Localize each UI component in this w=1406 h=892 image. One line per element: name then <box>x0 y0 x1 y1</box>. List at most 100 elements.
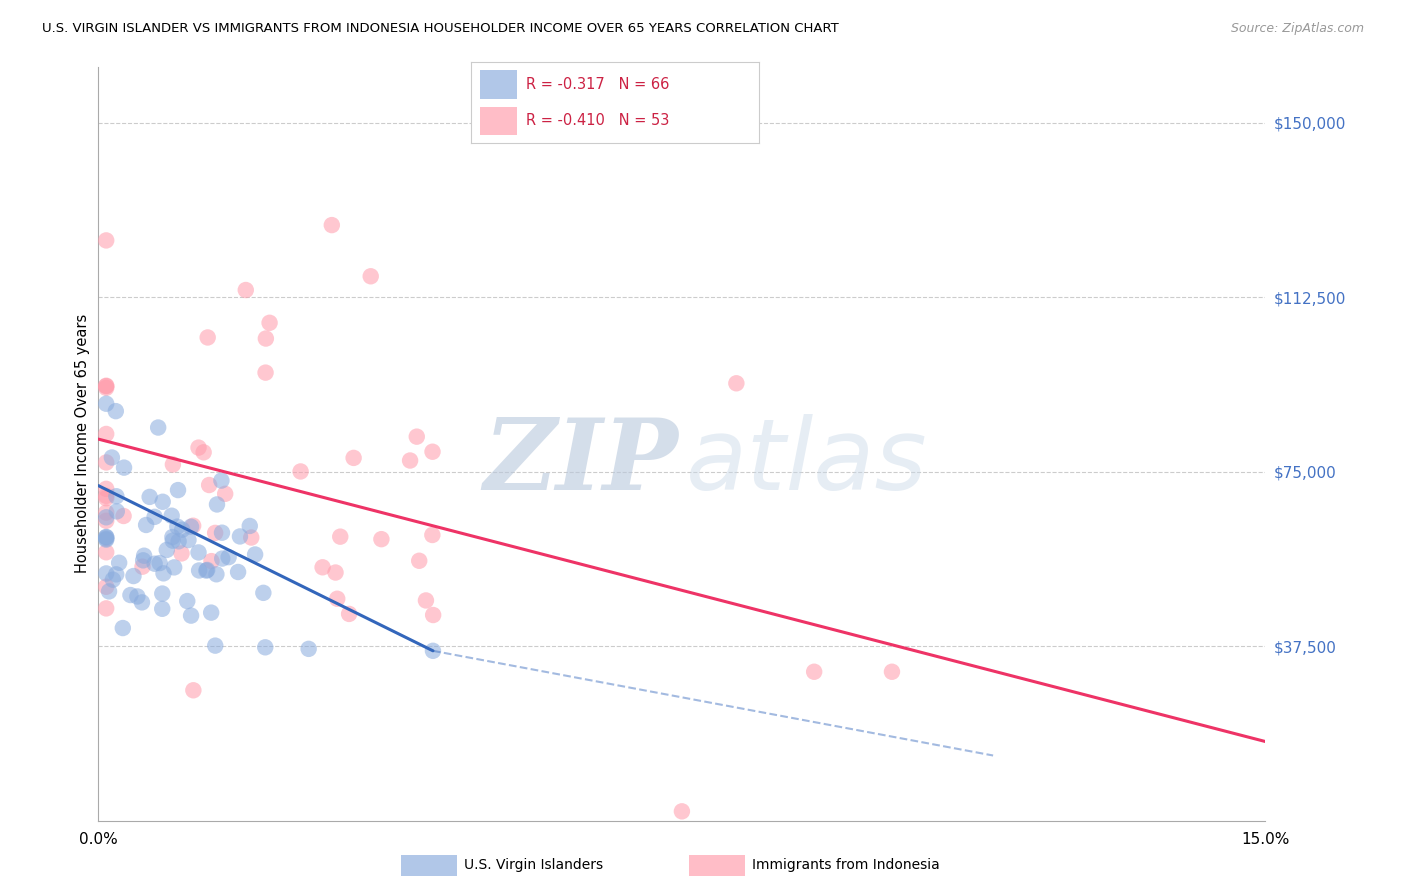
Point <box>96 514 118 528</box>
Point <box>143 557 166 571</box>
Point <box>143 509 166 524</box>
Point <box>172 523 194 537</box>
Point <box>176 594 198 608</box>
Point <box>101 450 124 465</box>
Point <box>205 567 228 582</box>
Point <box>370 532 392 546</box>
Point <box>422 607 444 622</box>
Point <box>131 559 153 574</box>
Text: R = -0.410   N = 53: R = -0.410 N = 53 <box>526 113 669 128</box>
Point <box>96 566 118 581</box>
Point <box>150 602 173 616</box>
Point <box>167 534 190 549</box>
Point <box>177 533 200 547</box>
Bar <box>479 70 517 99</box>
Point <box>96 532 118 546</box>
Point <box>96 378 118 392</box>
Point <box>122 569 145 583</box>
Point <box>167 483 190 497</box>
Point <box>422 444 444 458</box>
Point <box>209 474 232 488</box>
Point <box>152 566 174 581</box>
Point <box>205 498 228 512</box>
Text: ZIP: ZIP <box>484 415 679 511</box>
Point <box>96 530 118 544</box>
Text: atlas: atlas <box>685 414 927 511</box>
Point <box>166 519 188 533</box>
Point <box>96 530 118 544</box>
Point <box>239 519 262 533</box>
Point <box>105 567 128 582</box>
Point <box>311 560 333 574</box>
Point <box>195 564 218 578</box>
Point <box>120 588 142 602</box>
Point <box>298 641 321 656</box>
Point <box>162 533 184 548</box>
Point <box>96 489 118 503</box>
Point <box>105 504 128 518</box>
Point <box>170 546 193 560</box>
Point <box>229 529 252 543</box>
Point <box>214 487 236 501</box>
Point <box>131 595 153 609</box>
Point <box>162 530 184 544</box>
Point <box>193 445 215 459</box>
Text: U.S. VIRGIN ISLANDER VS IMMIGRANTS FROM INDONESIA HOUSEHOLDER INCOME OVER 65 YEA: U.S. VIRGIN ISLANDER VS IMMIGRANTS FROM … <box>42 22 839 36</box>
Point <box>360 269 382 284</box>
Point <box>187 441 209 455</box>
Point <box>127 590 149 604</box>
Point <box>422 528 444 542</box>
Point <box>160 508 183 523</box>
Point <box>422 644 444 658</box>
Point <box>211 525 233 540</box>
Y-axis label: Householder Income Over 65 years: Householder Income Over 65 years <box>75 314 90 574</box>
Point <box>96 234 118 248</box>
Point <box>254 640 277 655</box>
Point <box>200 606 222 620</box>
Point <box>399 453 422 467</box>
Point <box>200 554 222 568</box>
Point <box>112 508 135 523</box>
Point <box>138 490 160 504</box>
Point <box>96 379 118 393</box>
Point <box>104 404 127 418</box>
Point <box>204 639 226 653</box>
Point <box>152 495 174 509</box>
Point <box>725 376 748 391</box>
Point <box>134 549 156 563</box>
Text: U.S. Virgin Islanders: U.S. Virgin Islanders <box>464 858 603 872</box>
Point <box>111 621 134 635</box>
Point <box>252 586 274 600</box>
Point <box>149 556 172 570</box>
Point <box>195 563 218 577</box>
Point <box>135 518 157 533</box>
Point <box>148 420 170 434</box>
Point <box>105 489 128 503</box>
Point <box>198 478 221 492</box>
Point <box>101 573 124 587</box>
Point <box>259 316 281 330</box>
Point <box>218 550 240 565</box>
Bar <box>479 107 517 136</box>
Point <box>188 564 211 578</box>
Point <box>108 556 131 570</box>
Point <box>204 525 226 540</box>
Point <box>181 518 204 533</box>
Point <box>187 545 209 559</box>
Point <box>96 397 118 411</box>
Point <box>96 533 118 547</box>
Point <box>408 554 430 568</box>
Point <box>96 506 118 520</box>
Point <box>98 584 121 599</box>
Point <box>180 520 202 534</box>
Point <box>162 458 184 472</box>
Point <box>235 283 257 297</box>
Point <box>96 455 118 469</box>
Point <box>180 608 202 623</box>
Point <box>163 560 186 574</box>
Point <box>150 586 173 600</box>
Text: R = -0.317   N = 66: R = -0.317 N = 66 <box>526 77 669 92</box>
Point <box>326 591 349 606</box>
Point <box>240 531 263 545</box>
Point <box>96 601 118 615</box>
